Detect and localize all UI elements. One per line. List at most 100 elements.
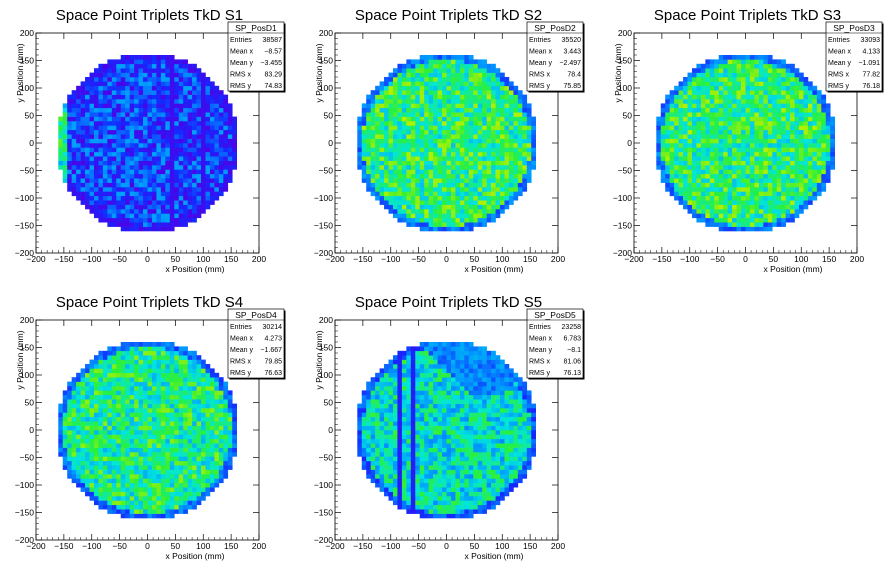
- heatmap-bin: [803, 77, 809, 82]
- heatmap-bin: [723, 63, 728, 69]
- heatmap-bin: [160, 121, 166, 126]
- heatmap-bin: [741, 165, 746, 170]
- heatmap-bin: [375, 191, 380, 197]
- heatmap-bin: [473, 147, 479, 153]
- heatmap-bin: [504, 81, 510, 87]
- heatmap-bin: [129, 222, 135, 227]
- heatmap-bin: [464, 169, 470, 175]
- heatmap-bin: [674, 94, 679, 100]
- heatmap-bin: [129, 195, 135, 201]
- heatmap-bin: [477, 195, 483, 201]
- heatmap-bin: [776, 182, 782, 188]
- heatmap-bin: [696, 68, 702, 73]
- heatmap-bin: [93, 165, 99, 170]
- heatmap-bin: [754, 129, 760, 135]
- heatmap-bin: [687, 169, 693, 175]
- heatmap-bin: [424, 209, 429, 214]
- heatmap-bin: [111, 112, 117, 117]
- heatmap-bin: [522, 125, 528, 131]
- heatmap-bin: [116, 94, 122, 100]
- heatmap-bin: [705, 156, 711, 161]
- heatmap-bin: [111, 134, 117, 139]
- heatmap-bin: [410, 169, 416, 175]
- heatmap-bin: [205, 165, 211, 170]
- heatmap-bin: [419, 213, 425, 219]
- heatmap-bin: [375, 165, 380, 170]
- heatmap-bin: [67, 156, 72, 161]
- heatmap-bin: [415, 63, 421, 69]
- heatmap-bin: [58, 160, 64, 166]
- heatmap-bin: [143, 474, 148, 479]
- heatmap-bin: [102, 443, 108, 448]
- heatmap-bin: [745, 200, 751, 205]
- heatmap-bin: [102, 209, 108, 214]
- heatmap-bin: [803, 125, 809, 131]
- heatmap-bin: [705, 147, 711, 153]
- heatmap-bin: [384, 195, 389, 201]
- heatmap-bin: [433, 173, 438, 179]
- heatmap-bin: [473, 200, 479, 205]
- heatmap-bin: [513, 116, 519, 122]
- heatmap-bin: [156, 59, 162, 65]
- y-tick-label: 50: [623, 111, 633, 121]
- heatmap-bin: [120, 465, 126, 470]
- heatmap-bin: [723, 209, 728, 214]
- heatmap-bin: [424, 107, 429, 113]
- heatmap-bin: [406, 103, 412, 109]
- heatmap-bin: [691, 99, 697, 104]
- heatmap-bin: [763, 165, 769, 170]
- heatmap-bin: [660, 107, 666, 113]
- heatmap-bin: [102, 165, 108, 170]
- heatmap-bin: [125, 469, 130, 475]
- heatmap-bin: [807, 191, 813, 197]
- heatmap-bin: [772, 112, 778, 117]
- heatmap-bin: [392, 85, 398, 91]
- heatmap-bin: [366, 143, 371, 148]
- heatmap-bin: [491, 121, 496, 126]
- heatmap-bin: [410, 99, 416, 104]
- heatmap-bin: [93, 112, 99, 117]
- heatmap-bin: [781, 59, 786, 65]
- heatmap-bin: [419, 68, 425, 73]
- heatmap-bin: [455, 72, 461, 78]
- heatmap-bin: [758, 173, 764, 179]
- heatmap-bin: [732, 151, 737, 157]
- heatmap-bin: [450, 90, 456, 95]
- heatmap-bin: [392, 77, 398, 82]
- heatmap-bin: [201, 125, 206, 131]
- heatmap-bin: [151, 209, 157, 214]
- heatmap-bin: [495, 112, 501, 117]
- stats-value: 38587: [263, 37, 283, 44]
- heatmap-bin: [691, 134, 697, 139]
- heatmap-bin: [183, 156, 188, 161]
- heatmap-bin: [209, 151, 215, 157]
- heatmap-bin: [415, 209, 421, 214]
- heatmap-bin: [102, 125, 108, 131]
- heatmap-bin: [156, 187, 162, 192]
- heatmap-bin: [143, 143, 148, 148]
- heatmap-bin: [683, 85, 688, 91]
- heatmap-bin: [134, 496, 139, 501]
- heatmap-bin: [776, 138, 782, 144]
- heatmap-bin: [415, 173, 421, 179]
- heatmap-bin: [781, 200, 786, 205]
- heatmap-bin: [160, 112, 166, 117]
- heatmap-bin: [803, 169, 809, 175]
- heatmap-bin: [727, 156, 733, 161]
- heatmap-bin: [732, 90, 737, 95]
- heatmap-bin: [107, 390, 113, 396]
- heatmap-bin: [143, 465, 148, 470]
- stats-key: Mean x: [828, 49, 851, 56]
- heatmap-bin: [749, 85, 755, 91]
- heatmap-bin: [183, 63, 188, 69]
- heatmap-bin: [785, 187, 791, 192]
- stats-key: Mean y: [529, 60, 552, 67]
- heatmap-bin: [687, 103, 693, 109]
- heatmap-bin: [98, 430, 104, 435]
- heatmap-bin: [71, 151, 77, 157]
- heatmap-bin: [772, 72, 778, 78]
- heatmap-bin: [85, 364, 90, 369]
- heatmap-bin: [513, 103, 519, 109]
- heatmap-bin: [513, 94, 519, 100]
- heatmap-bin: [125, 204, 130, 210]
